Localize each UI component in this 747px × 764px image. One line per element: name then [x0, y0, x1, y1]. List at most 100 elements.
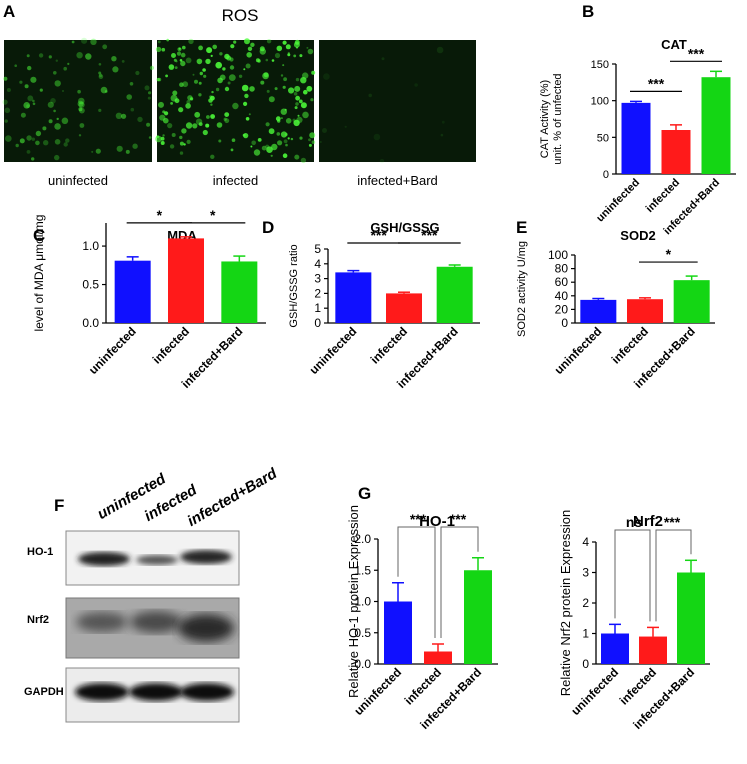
bar-infected-bard [701, 77, 731, 174]
fluorescent-cell [179, 141, 184, 146]
fluorescent-cell [245, 117, 250, 121]
fluorescent-cell [196, 58, 203, 65]
chart-title: SOD2 [620, 228, 655, 243]
fluorescent-cell [194, 111, 201, 118]
fluorescent-cell [209, 95, 213, 99]
y-tick-label: 1 [314, 301, 321, 315]
fluorescent-cell [54, 154, 60, 161]
bar-infected [661, 130, 691, 174]
fluorescent-cell [98, 108, 102, 112]
blot-band-ho1-infected-bard [180, 550, 232, 564]
fluorescent-cell [250, 42, 255, 47]
fluorescent-cell [307, 48, 314, 55]
fluorescent-cell [299, 136, 303, 140]
y-axis-label: Relative HO-1 protein Expression [346, 505, 361, 698]
significance-label: *** [421, 227, 438, 243]
fluorescent-cell [126, 94, 132, 100]
fluorescent-cell [198, 45, 203, 51]
fluorescent-cell [282, 85, 286, 89]
fluorescent-cell [185, 57, 192, 64]
significance-label: *** [370, 227, 387, 243]
y-tick-label: 60 [555, 275, 569, 289]
fluorescent-cell [183, 143, 186, 146]
fluorescent-cell [368, 93, 372, 98]
fluorescent-cell [166, 38, 169, 42]
fluorescent-cell [229, 65, 235, 70]
fluorescent-cell [178, 107, 184, 113]
fluorescent-cell [268, 128, 275, 135]
fluorescent-cell [379, 158, 385, 164]
fluorescent-cell [284, 108, 287, 111]
fluorescent-cell [206, 115, 210, 119]
fluorescent-cell [62, 90, 64, 92]
panel-letter-f: F [54, 496, 65, 515]
fluorescent-cell [244, 38, 250, 45]
category-label: uninfected [568, 665, 621, 718]
fluorescent-cell [157, 40, 161, 44]
y-tick-label: 0 [561, 316, 568, 330]
fluorescent-cell [31, 157, 35, 161]
fluorescent-cell [63, 66, 67, 71]
y-tick-label: 0.5 [354, 626, 371, 640]
fluorescent-cell [2, 99, 8, 105]
fluorescent-cell [132, 143, 138, 149]
blot-strip-ho1 [65, 530, 240, 586]
fluorescent-cell [311, 140, 316, 144]
fluorescent-cell [243, 68, 246, 71]
fluorescent-cell [162, 110, 166, 114]
fluorescent-cell [15, 143, 19, 148]
fluorescent-cell [104, 90, 108, 93]
fluorescent-cell [98, 74, 104, 79]
bar-uninfected [335, 272, 372, 323]
fluorescent-cell [280, 74, 284, 77]
fluorescent-cell [79, 107, 85, 114]
fluorescent-cell [38, 53, 44, 58]
fluorescent-cell [293, 41, 300, 48]
fluorescent-cell [185, 122, 193, 129]
ros-image-uninfected [2, 37, 155, 162]
fluorescent-cell [266, 146, 273, 153]
significance-label: * [157, 207, 163, 223]
y-tick-label: 1.5 [354, 563, 371, 577]
fluorescent-cell [179, 151, 184, 155]
fluorescent-cell [266, 89, 270, 93]
fluorescent-cell [208, 98, 213, 103]
fluorescent-cell [293, 92, 298, 96]
fluorescent-cell [182, 81, 189, 88]
significance-label: *** [688, 45, 705, 61]
fluorescent-cell [192, 73, 195, 76]
fluorescent-cell [165, 74, 168, 78]
fluorescent-cell [298, 99, 303, 104]
fluorescent-cell [192, 123, 198, 129]
fluorescent-cell [111, 56, 117, 62]
fluorescent-cell [295, 95, 300, 101]
fluorescent-cell [206, 47, 213, 54]
fluorescent-cell [195, 118, 203, 125]
blot-band-nrf2-infected [130, 611, 182, 633]
y-axis-label: CAT Activity (%) [539, 80, 551, 158]
blot-band-gapdh-uninfected [75, 683, 129, 701]
fluorescent-cell [125, 149, 130, 154]
fluorescent-cell [302, 111, 309, 119]
panel-letter-g: G [358, 484, 372, 503]
blot-band-gapdh-infected-bard [180, 683, 234, 701]
fluorescent-cell [295, 102, 299, 106]
fluorescent-cell [54, 139, 61, 145]
fluorescent-cell [250, 145, 253, 148]
fluorescent-cell [271, 59, 275, 62]
fluorescent-cell [174, 98, 180, 104]
fluorescent-cell [135, 70, 140, 76]
y-tick-label: 0 [314, 316, 321, 330]
fluorescent-cell [215, 61, 222, 69]
fluorescent-cell [168, 64, 175, 70]
fluorescent-cell [282, 153, 288, 158]
fluorescent-cell [270, 154, 273, 157]
fluorescent-cell [77, 89, 81, 94]
fluorescent-cell [308, 143, 312, 147]
fluorescent-cell [259, 46, 265, 52]
y-axis-label: level of MDA μmol/mg [32, 215, 46, 332]
